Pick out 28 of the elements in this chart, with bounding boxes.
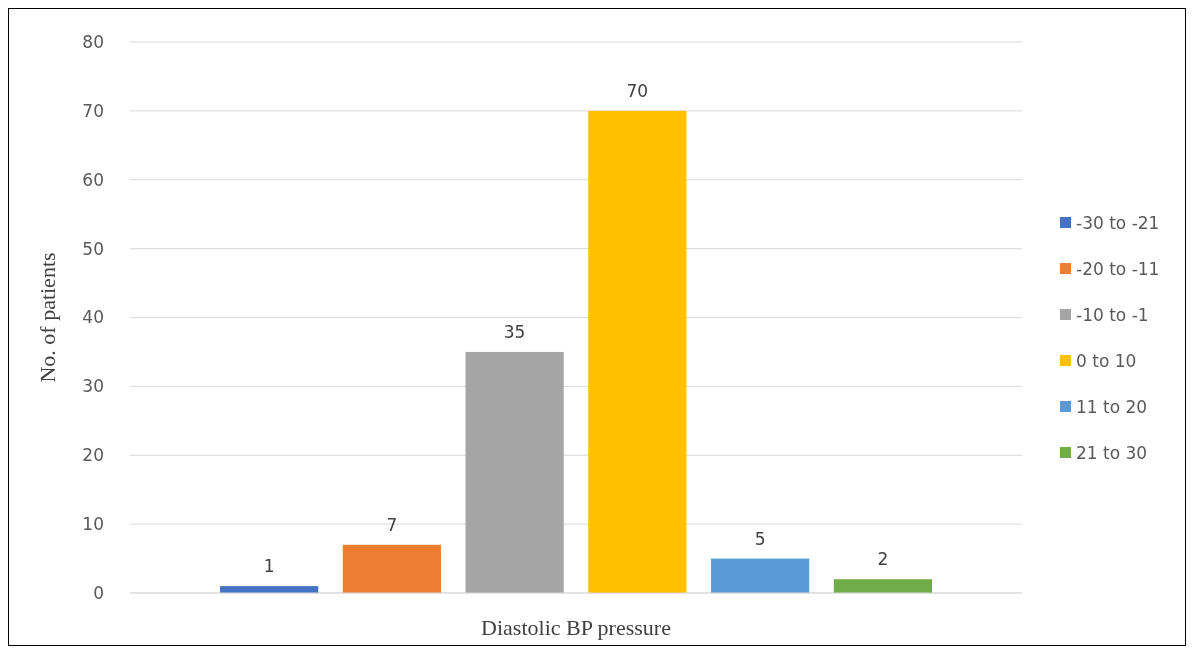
bar [588,110,687,593]
y-tick-label: 20 [82,445,104,466]
y-axis-title: No. of patients [35,252,60,383]
legend-label: -20 to -11 [1076,258,1160,279]
legend-label: -30 to -21 [1076,212,1160,233]
legend-label: 0 to 10 [1076,350,1137,371]
data-label: 1 [263,556,275,577]
y-tick-label: 60 [82,169,104,190]
data-label: 35 [503,321,526,342]
legend-label: -10 to -1 [1076,304,1149,325]
legend-label: 11 to 20 [1076,396,1148,417]
y-tick-label: 70 [82,100,104,121]
data-label: 70 [626,80,649,101]
y-tick-label: 40 [82,307,104,328]
data-label: 5 [754,528,766,549]
data-label: 7 [386,514,398,535]
bar [833,579,932,593]
y-tick-label: 10 [82,514,104,535]
x-tick-label: Diastolic BP pressure [481,615,671,640]
bar [465,351,564,593]
data-label: 2 [877,549,889,570]
legend-label: 21 to 30 [1076,442,1148,463]
bar [711,558,810,593]
y-tick-label: 50 [82,238,104,259]
y-tick-label: 0 [93,582,104,603]
y-tick-label: 30 [82,376,104,397]
bar [342,544,441,593]
y-tick-label: 80 [82,31,104,52]
